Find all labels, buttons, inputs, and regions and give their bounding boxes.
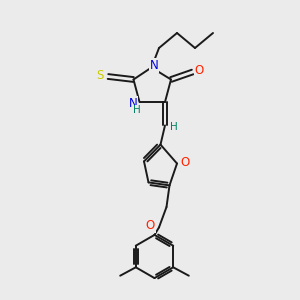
Text: H: H	[133, 105, 140, 116]
Text: H: H	[170, 122, 178, 132]
Text: S: S	[96, 69, 103, 82]
Text: O: O	[146, 219, 154, 232]
Text: N: N	[128, 97, 137, 110]
Text: O: O	[181, 155, 190, 169]
Text: N: N	[149, 58, 158, 72]
Text: O: O	[195, 64, 204, 77]
